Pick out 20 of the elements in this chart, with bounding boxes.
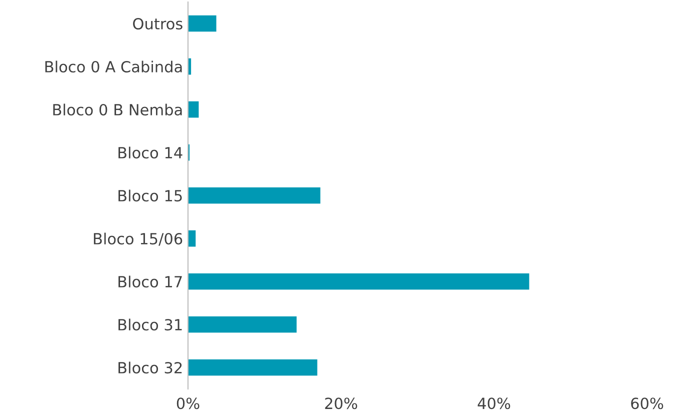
- bar: [188, 316, 297, 333]
- y-tick-label: Bloco 32: [118, 362, 182, 374]
- bar: [188, 230, 196, 247]
- bar: [188, 15, 216, 32]
- y-tick-label: Bloco 0 B Nemba: [53, 104, 182, 116]
- y-tick-label: Bloco 14: [118, 146, 182, 159]
- y-tick-label: Bloco 15: [118, 190, 182, 202]
- bar: [188, 101, 199, 118]
- bar: [188, 273, 530, 290]
- bar: [188, 187, 320, 204]
- y-tick-label: Outros: [133, 18, 182, 30]
- y-tick-label: Bloco 0 A Cabinda: [45, 60, 182, 73]
- x-tick-label: 0%: [176, 398, 200, 410]
- y-tick-label: Bloco 31: [118, 318, 182, 331]
- y-tick-label: Bloco 15/06: [94, 232, 182, 246]
- bar: [188, 359, 318, 376]
- x-tick-label: 60%: [631, 398, 664, 410]
- x-tick-label: 20%: [325, 398, 358, 410]
- x-tick-label: 40%: [478, 398, 510, 410]
- y-tick-label: Bloco 17: [118, 276, 182, 288]
